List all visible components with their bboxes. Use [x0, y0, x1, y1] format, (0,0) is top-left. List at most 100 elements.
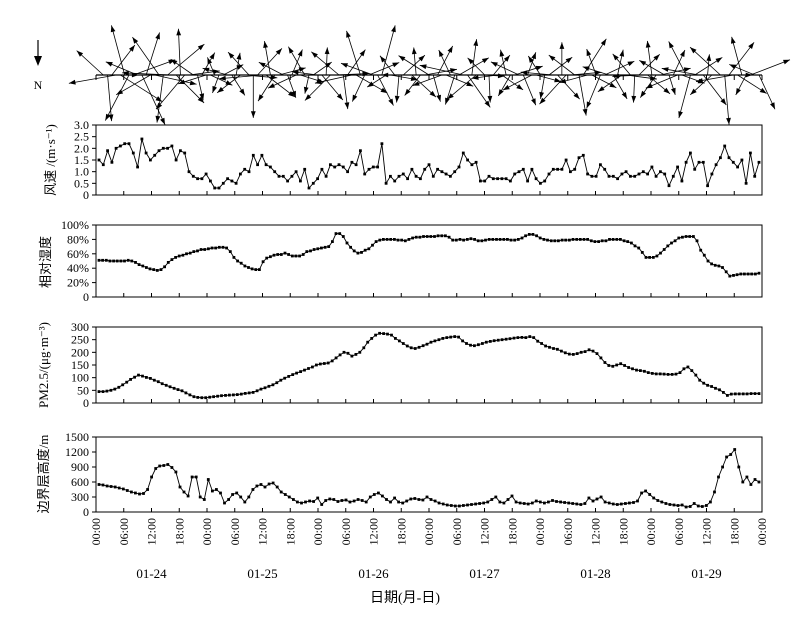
data-point — [182, 490, 186, 494]
wind-arrow-head — [466, 81, 474, 87]
data-point — [587, 496, 591, 500]
data-point — [531, 233, 535, 236]
data-point — [125, 489, 129, 492]
y-tick-label: 1.5 — [74, 153, 89, 167]
data-point — [512, 336, 516, 340]
chart-panels: 00.51.01.52.02.53.0风速 /(m·s⁻¹)020%40%60%… — [36, 118, 763, 519]
data-point — [294, 170, 298, 174]
data-point — [342, 350, 346, 354]
data-point — [457, 335, 460, 339]
wind-arrow-head — [202, 67, 210, 73]
data-point — [264, 163, 268, 167]
wind-arrow-head — [388, 98, 394, 106]
x-tick-label: 18:00 — [172, 518, 186, 545]
data-point — [586, 238, 589, 241]
data-point — [137, 373, 140, 377]
data-point — [662, 248, 666, 251]
series-line — [99, 233, 760, 277]
data-point — [579, 350, 583, 354]
data-point — [524, 234, 527, 238]
data-point — [502, 238, 506, 241]
data-point — [417, 498, 421, 501]
wind-arrow-head — [729, 64, 737, 70]
data-point — [429, 498, 433, 501]
data-point — [259, 387, 263, 391]
data-point — [626, 240, 630, 243]
data-point — [544, 344, 547, 348]
data-point — [458, 504, 461, 508]
data-point — [179, 149, 182, 153]
wind-arrow-head — [531, 52, 536, 60]
data-point — [367, 247, 371, 251]
data-point — [228, 393, 231, 397]
data-point — [650, 372, 654, 375]
wind-arrow-head — [303, 86, 309, 94]
data-point — [710, 385, 713, 388]
data-point — [354, 353, 358, 356]
data-point — [360, 499, 364, 502]
wind-arrow-head — [381, 72, 389, 78]
wind-arrow-head — [731, 36, 736, 44]
data-point — [538, 500, 542, 504]
data-point — [622, 239, 626, 243]
data-point — [177, 254, 181, 258]
data-point — [331, 240, 334, 243]
data-point — [684, 505, 688, 509]
data-point — [152, 378, 156, 382]
data-point — [323, 245, 327, 249]
data-point — [474, 160, 478, 164]
date-label: 01-26 — [358, 566, 389, 581]
data-point — [316, 496, 320, 500]
wind-arrow — [132, 36, 160, 76]
data-point — [517, 170, 521, 174]
data-point — [239, 495, 243, 499]
data-point — [733, 392, 737, 396]
data-point — [164, 383, 168, 387]
wind-arrow-head — [582, 108, 588, 116]
data-point — [279, 378, 283, 382]
data-point — [228, 250, 232, 253]
data-point — [713, 263, 717, 267]
data-point — [757, 160, 761, 164]
data-point — [192, 395, 196, 399]
x-tick-label: 06:00 — [561, 518, 575, 545]
data-point — [401, 342, 405, 345]
data-point — [411, 236, 414, 240]
data-point — [461, 151, 465, 155]
data-point — [409, 346, 413, 350]
data-point — [646, 371, 650, 374]
x-tick-label: 00:00 — [89, 518, 103, 545]
data-point — [149, 377, 152, 380]
data-point — [298, 254, 301, 258]
x-axis-title: 日期(月-日) — [370, 590, 440, 606]
data-point — [145, 266, 148, 269]
data-point — [382, 332, 385, 335]
wind-arrow — [116, 74, 151, 96]
wind-arrow-head — [438, 50, 444, 57]
wind-arrow-head — [668, 41, 674, 49]
data-point — [591, 499, 595, 503]
data-point — [126, 258, 130, 262]
data-point — [590, 174, 594, 178]
wind-arrow-head — [499, 49, 505, 57]
data-point — [710, 172, 714, 176]
data-point — [320, 246, 323, 250]
wind-arrow-head — [324, 47, 330, 55]
data-point — [535, 234, 538, 238]
data-point — [481, 342, 484, 345]
wind-arrow-head — [612, 73, 619, 79]
data-point — [449, 504, 453, 507]
wind-arrow-head — [68, 79, 76, 85]
data-point — [287, 375, 291, 378]
wind-arrow-head — [189, 80, 197, 86]
data-point — [667, 184, 671, 188]
data-point — [487, 174, 491, 178]
y-tick-label: 0.5 — [74, 176, 89, 190]
y-tick-label: 2.5 — [74, 130, 89, 144]
data-point — [431, 174, 435, 178]
data-point — [571, 353, 575, 356]
data-point — [678, 371, 682, 374]
data-point — [251, 488, 255, 491]
data-point — [397, 174, 401, 178]
